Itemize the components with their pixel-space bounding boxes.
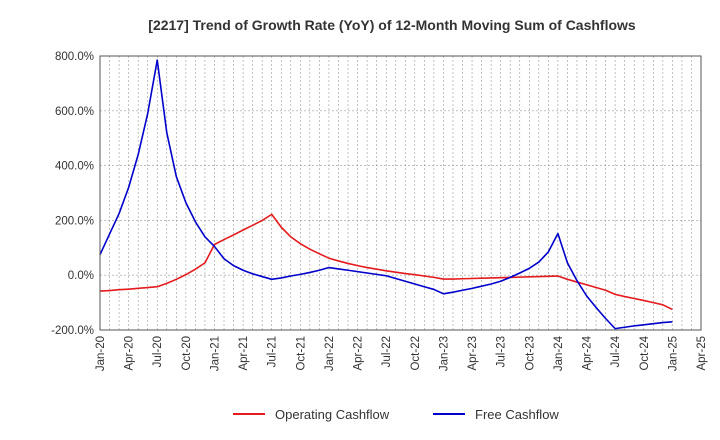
series-lines	[99, 59, 673, 330]
x-tick-label: Jul-21	[267, 336, 279, 367]
y-tick-label: -200.0%	[51, 325, 94, 337]
y-tick-label: 600.0%	[55, 106, 94, 118]
x-tick-label: Oct-23	[524, 336, 536, 371]
x-tick-label: Oct-22	[410, 336, 422, 371]
y-tick-label: 0.0%	[68, 270, 94, 282]
y-tick-label: 800.0%	[55, 51, 94, 63]
legend-label: Operating Cashflow	[275, 407, 390, 422]
x-tick-label: Jul-23	[496, 336, 508, 367]
x-tick-label: Oct-20	[181, 336, 193, 371]
x-tick-label: Jan-23	[438, 336, 450, 371]
x-tick-label: Oct-24	[639, 335, 651, 370]
x-axis-ticks: Jan-20 Apr-20 Jul-20 Oct-20 Jan-21 Apr-21 Jul-…	[95, 335, 708, 371]
x-tick-label: Apr-23	[467, 336, 479, 371]
x-tick-label: Jan-22	[324, 336, 336, 371]
x-tick-label: Jul-24	[610, 335, 622, 367]
x-tick-label: Jan-24	[553, 335, 565, 371]
plot-frame	[99, 55, 702, 331]
y-tick-label: 200.0%	[55, 215, 94, 227]
x-tick-label: Jan-25	[667, 336, 679, 371]
x-tick-label: Apr-21	[238, 336, 250, 371]
x-tick-label: Jan-20	[95, 336, 107, 371]
x-tick-label: Jul-20	[152, 336, 164, 367]
x-tick-label: Oct-21	[295, 336, 307, 371]
y-axis-ticks: 800.0% 600.0% 400.0% 200.0% 0.0% -200.0%	[51, 51, 94, 337]
x-tick-label: Apr-20	[124, 336, 136, 371]
series-line	[99, 59, 673, 330]
x-tick-label: Apr-22	[353, 336, 365, 371]
grid-lines	[99, 55, 702, 331]
x-tick-label: Jul-22	[381, 336, 393, 367]
x-tick-label: Jan-21	[209, 336, 221, 371]
x-tick-label: Apr-24	[582, 335, 594, 370]
legend: Operating Cashflow Free Cashflow	[233, 407, 559, 422]
y-tick-label: 400.0%	[55, 161, 94, 173]
x-tick-label: Apr-25	[696, 336, 708, 371]
chart-title: [2217] Trend of Growth Rate (YoY) of 12-…	[148, 17, 636, 33]
legend-label: Free Cashflow	[475, 407, 559, 422]
